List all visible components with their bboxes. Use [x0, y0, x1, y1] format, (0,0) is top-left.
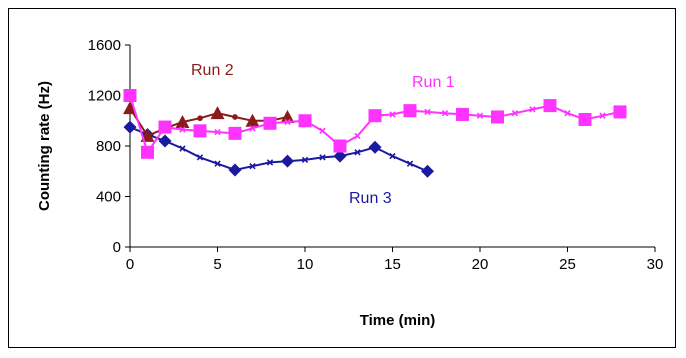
y-tick-label: 1200	[88, 88, 121, 105]
data-point	[368, 109, 382, 123]
x-tick-label: 10	[297, 256, 314, 273]
x-tick-label: 30	[647, 256, 664, 273]
minor-marker	[424, 108, 431, 116]
data-point	[281, 154, 294, 168]
minor-marker	[441, 110, 449, 117]
minor-marker	[564, 110, 571, 117]
series-line	[129, 107, 288, 138]
y-tick-label: 1600	[88, 37, 121, 54]
data-point	[141, 145, 154, 159]
data-point	[193, 124, 207, 138]
data-point	[245, 113, 260, 127]
data-point	[403, 104, 417, 118]
y-tick-label: 0	[113, 239, 121, 256]
minor-marker	[389, 152, 396, 160]
x-tick-label: 25	[559, 256, 576, 273]
data-point	[228, 163, 242, 177]
series-label-run-3: Run 3	[349, 190, 392, 207]
minor-marker	[179, 126, 186, 133]
minor-marker	[301, 156, 309, 164]
minor-marker	[599, 112, 606, 119]
minor-marker	[354, 149, 361, 156]
minor-marker	[511, 110, 519, 117]
data-point	[333, 149, 347, 163]
minor-marker	[284, 118, 291, 126]
minor-marker	[266, 159, 274, 166]
series-label-run-1: Run 1	[412, 74, 455, 91]
chart-series	[123, 89, 627, 178]
minor-marker	[249, 125, 256, 132]
data-point	[228, 126, 242, 140]
data-point	[175, 115, 190, 129]
chart-svg: 0 400 800 1200 1600 0 5 10 15 20 25 30 Time (min) C…	[36, 37, 664, 329]
minor-marker	[196, 154, 204, 161]
y-axis-title: Counting rate (Hz)	[36, 81, 53, 211]
minor-marker	[197, 115, 203, 122]
minor-marker	[249, 163, 256, 170]
minor-marker	[476, 112, 484, 119]
data-point	[333, 139, 347, 153]
data-point	[613, 105, 627, 119]
data-point	[543, 99, 557, 113]
minor-marker	[389, 111, 396, 118]
data-point	[123, 101, 137, 115]
minor-marker	[529, 106, 536, 113]
x-tick-label: 15	[384, 256, 401, 273]
minor-marker	[214, 128, 221, 136]
series-run-1	[123, 89, 627, 159]
minor-marker	[232, 114, 238, 120]
data-point	[421, 164, 434, 178]
data-point	[123, 89, 137, 102]
chart-frame: 0 400 800 1200 1600 0 5 10 15 20 25 30 Time (min) C…	[8, 8, 676, 348]
x-axis-title: Time (min)	[360, 312, 436, 329]
x-tick-label: 0	[126, 256, 134, 273]
data-point	[491, 110, 504, 124]
data-point	[158, 134, 172, 148]
data-point	[456, 107, 469, 121]
series-line	[129, 126, 428, 173]
data-point	[158, 120, 172, 134]
y-tick-label: 400	[96, 189, 121, 206]
x-tick-label: 5	[213, 256, 221, 273]
data-point	[298, 114, 312, 128]
data-point	[578, 112, 592, 126]
chart-tick-labels: 0 400 800 1200 1600 0 5 10 15 20 25 30	[88, 37, 664, 273]
minor-marker	[179, 145, 186, 152]
minor-marker	[319, 154, 326, 161]
series-label-run-2: Run 2	[191, 62, 234, 79]
minor-marker	[354, 132, 361, 140]
data-point	[210, 106, 225, 120]
data-point	[280, 109, 295, 123]
y-tick-label: 800	[96, 138, 121, 155]
minor-marker	[214, 160, 221, 167]
minor-marker	[319, 127, 326, 135]
x-tick-label: 20	[472, 256, 489, 273]
minor-marker	[406, 160, 414, 167]
data-point	[263, 116, 277, 130]
data-point	[368, 140, 382, 154]
data-point	[123, 120, 137, 134]
